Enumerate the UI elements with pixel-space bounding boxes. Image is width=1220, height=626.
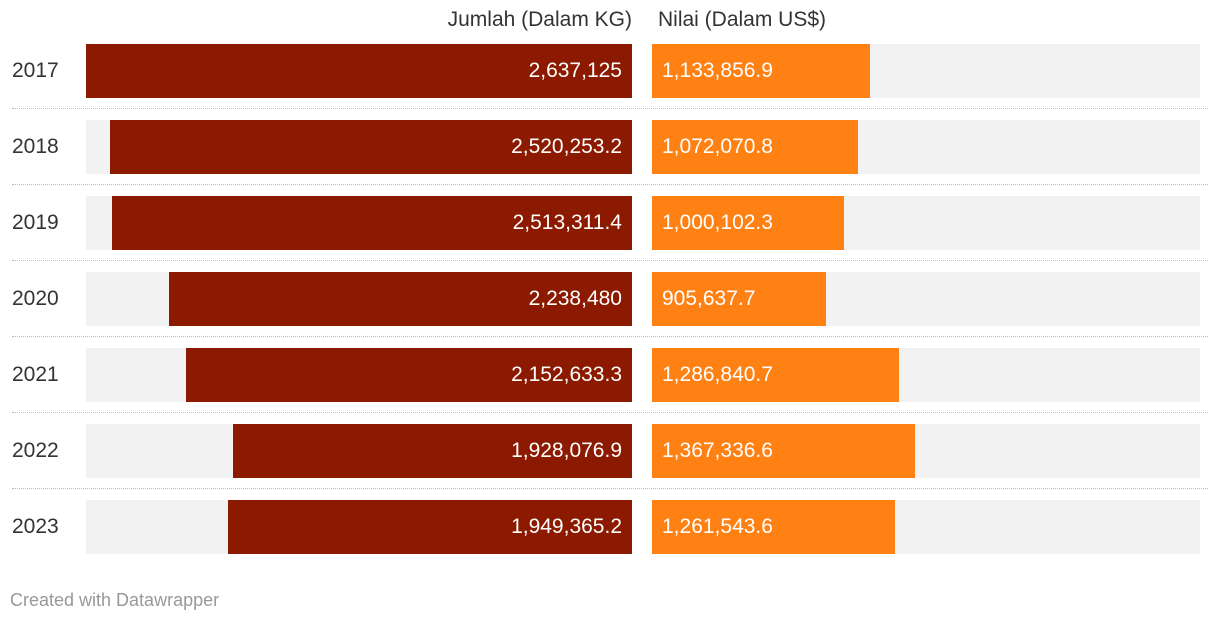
bar-value: 1,261,543.6 [652, 500, 895, 554]
category-label: 2021 [12, 363, 59, 386]
category-label: 2020 [12, 287, 59, 310]
bar-value: 1,367,336.6 [652, 424, 915, 478]
data-label-quantity: 2,637,125 [528, 59, 622, 82]
bar-value: 1,072,070.8 [652, 120, 858, 174]
data-label-quantity: 2,238,480 [528, 287, 622, 310]
column-header-value: Nilai (Dalam US$) [658, 8, 827, 31]
data-label-value: 1,367,336.6 [662, 439, 773, 462]
data-label-value: 1,133,856.9 [662, 59, 773, 82]
footer-credit: Created with Datawrapper [10, 590, 220, 610]
category-label: 2018 [12, 135, 59, 158]
bar-quantity: 2,520,253.2 [110, 120, 632, 174]
bar-quantity: 1,949,365.2 [228, 500, 632, 554]
bar-value: 1,000,102.3 [652, 196, 844, 250]
category-label: 2023 [12, 515, 59, 538]
data-label-value: 1,000,102.3 [662, 211, 773, 234]
bar-track-quantity: 2,520,253.2 [86, 120, 632, 174]
row-separator [12, 184, 1208, 185]
data-label-quantity: 1,928,076.9 [511, 439, 622, 462]
bar-track-value: 1,072,070.8 [652, 120, 1200, 174]
bar-track-quantity: 1,949,365.2 [86, 500, 632, 554]
bar-quantity: 2,152,633.3 [186, 348, 632, 402]
bar-value: 905,637.7 [652, 272, 826, 326]
chart-row: 2017 2,637,125 1,133,856.9 [0, 44, 1220, 120]
bar-track-value: 1,286,840.7 [652, 348, 1200, 402]
data-label-quantity: 2,520,253.2 [511, 135, 622, 158]
chart-row: 2022 1,928,076.9 1,367,336.6 [0, 424, 1220, 500]
chart-row: 2019 2,513,311.4 1,000,102.3 [0, 196, 1220, 272]
bar-track-quantity: 2,513,311.4 [86, 196, 632, 250]
bar-quantity: 2,637,125 [86, 44, 632, 98]
bar-track-value: 905,637.7 [652, 272, 1200, 326]
bar-track-quantity: 2,238,480 [86, 272, 632, 326]
data-label-value: 1,072,070.8 [662, 135, 773, 158]
row-separator [12, 488, 1208, 489]
bar-track-quantity: 1,928,076.9 [86, 424, 632, 478]
bar-track-value: 1,000,102.3 [652, 196, 1200, 250]
chart-row: 2018 2,520,253.2 1,072,070.8 [0, 120, 1220, 196]
bar-quantity: 1,928,076.9 [233, 424, 632, 478]
category-label: 2019 [12, 211, 59, 234]
bar-value: 1,286,840.7 [652, 348, 899, 402]
data-label-value: 905,637.7 [662, 287, 756, 310]
row-separator [12, 336, 1208, 337]
data-label-quantity: 2,513,311.4 [512, 211, 622, 234]
bar-value: 1,133,856.9 [652, 44, 870, 98]
chart-row: 2020 2,238,480 905,637.7 [0, 272, 1220, 348]
category-label: 2017 [12, 59, 59, 82]
bar-quantity: 2,513,311.4 [112, 196, 632, 250]
bar-track-value: 1,261,543.6 [652, 500, 1200, 554]
row-separator [12, 260, 1208, 261]
data-label-value: 1,286,840.7 [662, 363, 773, 386]
column-header-quantity: Jumlah (Dalam KG) [447, 8, 632, 31]
bar-quantity: 2,238,480 [169, 272, 632, 326]
data-label-quantity: 2,152,633.3 [511, 363, 622, 386]
chart-row: 2023 1,949,365.2 1,261,543.6 [0, 500, 1220, 576]
category-label: 2022 [12, 439, 59, 462]
bar-track-quantity: 2,637,125 [86, 44, 632, 98]
bar-track-quantity: 2,152,633.3 [86, 348, 632, 402]
row-separator [12, 108, 1208, 109]
chart-row: 2021 2,152,633.3 1,286,840.7 [0, 348, 1220, 424]
bar-track-value: 1,133,856.9 [652, 44, 1200, 98]
row-separator [12, 412, 1208, 413]
data-label-value: 1,261,543.6 [662, 515, 773, 538]
data-label-quantity: 1,949,365.2 [511, 515, 622, 538]
bar-track-value: 1,367,336.6 [652, 424, 1200, 478]
